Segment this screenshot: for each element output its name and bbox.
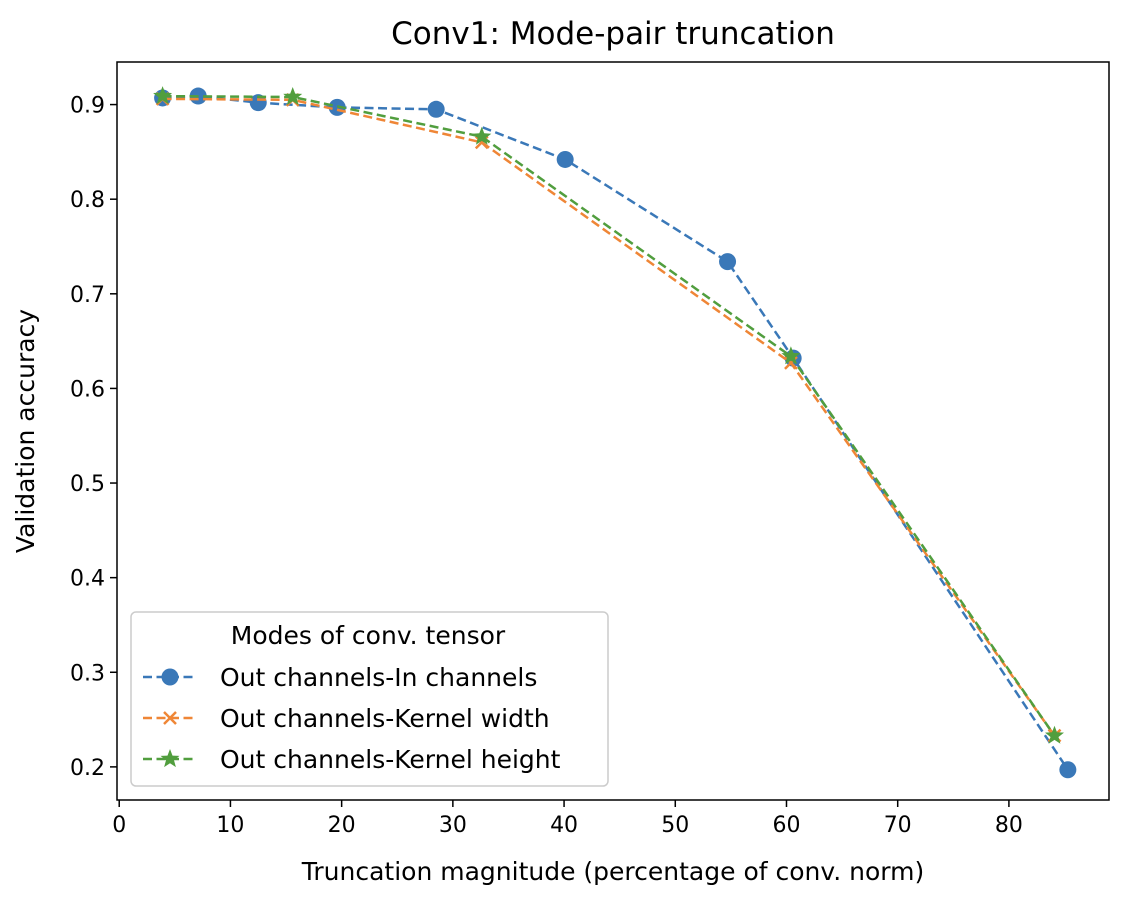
series-layer (153, 86, 1077, 779)
y-tick-label: 0.8 (70, 188, 105, 213)
legend-label: Out channels-In channels (220, 663, 537, 692)
legend: Modes of conv. tensor Out channels-In ch… (130, 611, 609, 787)
chart-title: Conv1: Mode-pair truncation (391, 16, 835, 52)
x-tick-label: 0 (112, 813, 126, 838)
y-tick-label: 0.6 (70, 377, 105, 402)
y-tick-label: 0.3 (70, 661, 105, 686)
y-tick-label: 0.9 (70, 94, 105, 119)
legend-entry-3: Out channels-Kernel height (143, 745, 561, 774)
y-tick-label: 0.2 (70, 756, 105, 781)
x-tick-label: 10 (216, 813, 244, 838)
x-tick-label: 50 (661, 813, 689, 838)
x-tick-label: 70 (884, 813, 912, 838)
legend-title: Modes of conv. tensor (231, 621, 506, 650)
series-1-point (556, 150, 574, 168)
series-1-point (719, 253, 737, 271)
x-tick-label: 20 (328, 813, 356, 838)
y-tick-label: 0.4 (70, 567, 105, 592)
legend-swatch-marker (161, 668, 179, 686)
x-axis: 0 10 20 30 40 50 60 70 80 (112, 800, 1023, 838)
legend-entry-2: Out channels-Kernel width (143, 704, 550, 733)
y-tick-label: 0.7 (70, 283, 105, 308)
legend-swatch-marker (163, 711, 177, 725)
series-3 (153, 86, 1064, 744)
x-tick-label: 30 (439, 813, 467, 838)
series-3-point (472, 126, 492, 145)
series-1-point (427, 100, 445, 118)
legend-label: Out channels-Kernel width (220, 704, 550, 733)
series-3-line (162, 94, 1056, 737)
series-1-point (1059, 761, 1077, 779)
x-tick-label: 40 (550, 813, 578, 838)
legend-entry-1: Out channels-In channels (143, 663, 537, 692)
series-3-point (283, 87, 303, 106)
x-tick-label: 60 (772, 813, 800, 838)
series-3-point (1045, 725, 1064, 744)
series-3-point (153, 86, 173, 105)
legend-label: Out channels-Kernel height (220, 745, 561, 774)
legend-swatch-marker (160, 749, 180, 768)
y-axis-label: Validation accuracy (11, 309, 40, 553)
y-axis: 0.2 0.3 0.4 0.5 0.6 0.7 0.8 0.9 (70, 94, 117, 781)
y-tick-label: 0.5 (70, 472, 105, 497)
x-axis-label: Truncation magnitude (percentage of conv… (301, 857, 924, 886)
series-3-point (781, 346, 801, 365)
x-tick-label: 80 (995, 813, 1023, 838)
legend-swatch-marker-stroke (163, 711, 177, 725)
series-2-line (162, 97, 1056, 737)
legend-box (130, 611, 609, 787)
